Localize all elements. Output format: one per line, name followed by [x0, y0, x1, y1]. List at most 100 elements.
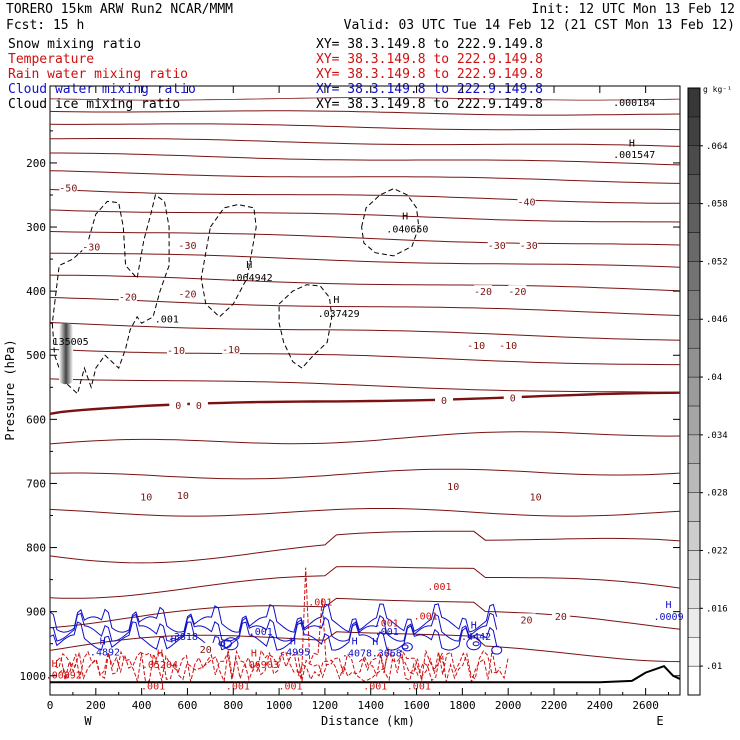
x-tick-label: 600 — [178, 699, 198, 712]
snow-contour — [278, 284, 333, 369]
temperature-contour-label: -30 — [488, 241, 506, 252]
temperature-isotherms — [49, 97, 681, 663]
high-marker: H — [333, 295, 339, 306]
isotherm-line — [49, 189, 680, 204]
y-tick-label: 1000 — [20, 670, 47, 683]
temperature-label-bg — [221, 342, 240, 354]
y-tick-label: 500 — [26, 349, 46, 362]
temperature-label-bg — [517, 613, 536, 625]
field-xy-cloud-water: XY= 38.3.149.8 to 222.9.149.8 — [316, 82, 543, 97]
temperature-contour-label: 20 — [520, 615, 532, 626]
temperature-label-bg — [487, 238, 506, 250]
colorbar-segment — [687, 492, 701, 522]
temperature-contour-label: -30 — [178, 241, 196, 252]
header-line2-left: Fcst: 15 h — [6, 18, 84, 33]
colorbar-segment — [687, 174, 701, 204]
temperature-label-bg — [196, 642, 215, 654]
high-marker: H — [402, 211, 408, 222]
temperature-contour-label: 10 — [530, 492, 542, 503]
high-marker: H — [666, 600, 672, 611]
cloud-water-contour — [49, 603, 498, 633]
isotherm-line — [50, 152, 681, 166]
maximum-value-label: .001547 — [613, 150, 655, 161]
temperature-contour-label: -20 — [119, 292, 137, 303]
field-name-cloud-water: Cloud water mixing ratio — [8, 82, 196, 97]
temperature-label-bg — [467, 338, 486, 350]
cloud-water-ring — [223, 637, 239, 651]
colorbar-segment — [687, 636, 701, 667]
x-tick-label: 1400 — [357, 699, 384, 712]
temperature-contour-label: -50 — [59, 183, 77, 194]
temperature-label-bg — [189, 399, 208, 411]
cloud-water-ring — [472, 641, 480, 647]
temperature-contour-label: -10 — [222, 345, 240, 356]
cloud-water-contour — [49, 621, 498, 651]
colorbar-frame — [687, 87, 701, 696]
maximum-value-label: .06903 — [243, 660, 279, 671]
colorbar-tick-label: .058 — [706, 200, 728, 210]
field-xy-snow: XY= 38.3.149.8 to 222.9.149.8 — [316, 37, 543, 52]
high-marker: H — [372, 637, 378, 648]
colorbar-tick-label: .01 — [706, 662, 722, 672]
snow-contour — [51, 194, 170, 395]
field-name-snow: Snow mixing ratio — [8, 37, 141, 52]
y-tick-label: 900 — [26, 606, 46, 619]
temperature-contour-label: 0 — [510, 394, 516, 405]
temperature-label-bg — [508, 285, 527, 297]
rain-contour — [402, 651, 445, 682]
temperature-contour-label: -30 — [82, 242, 100, 253]
maximum-value-label: .3818 — [168, 632, 198, 643]
x-tick-label: 1800 — [449, 699, 476, 712]
snow-contours — [51, 188, 420, 395]
cloud-ice-shading — [59, 323, 74, 385]
x-tick-label: 1600 — [403, 699, 430, 712]
temperature-contour-label: 10 — [140, 492, 152, 503]
header-line1-left: TORERO 15km ARW Run2 NCAR/MMM — [6, 2, 233, 17]
maximum-value-label: .001 — [363, 681, 387, 692]
isotherm-line — [49, 297, 681, 316]
y-tick-label: 200 — [26, 157, 46, 170]
y-tick-label: 700 — [26, 477, 46, 490]
maximum-value-label: .040650 — [386, 224, 428, 235]
east-label: E — [656, 714, 663, 728]
temperature-label-bg — [519, 238, 538, 250]
colorbar-segment — [687, 145, 701, 175]
temperature-label-bg — [167, 344, 185, 356]
high-marker: H — [52, 659, 58, 670]
header-line1-right: Init: 12 UTC Mon 13 Feb 12 — [532, 2, 736, 17]
cloud-water-contours — [49, 603, 503, 655]
west-label: W — [84, 714, 92, 728]
high-marker: H — [246, 260, 252, 271]
y-tick-label: 600 — [26, 413, 46, 426]
temperature-contour-label: 10 — [447, 482, 459, 493]
maximum-value-label: .001 — [155, 315, 179, 326]
high-marker: H — [251, 649, 257, 660]
high-marker: H — [100, 637, 106, 648]
isotherm-line — [49, 231, 681, 246]
colorbar-tick-label: .028 — [706, 489, 728, 499]
maximum-value-label: .3668 — [372, 649, 402, 660]
temperature-label-bg — [517, 195, 536, 207]
cloud-water-contour — [49, 612, 498, 642]
temperature-contour-label: -10 — [499, 341, 517, 352]
x-tick-label: 800 — [223, 699, 243, 712]
colorbar-segment — [687, 521, 701, 551]
temperature-contour-label: -20 — [474, 287, 492, 298]
maximum-value-label: .001 — [414, 612, 438, 623]
temperature-label-bg — [178, 287, 197, 299]
temperature-label-bg — [473, 285, 492, 297]
x-tick-label: 2600 — [632, 699, 659, 712]
colorbar-tick-label: .046 — [706, 315, 728, 325]
colorbar-segment — [687, 290, 701, 320]
maximum-value-label: .00892 — [46, 670, 82, 681]
temperature-label-bg — [118, 290, 137, 302]
rain-contour — [358, 647, 389, 674]
temperature-label-bg — [526, 490, 545, 502]
temperature-contour-label: 10 — [177, 491, 189, 502]
temperature-contour-label: -20 — [508, 287, 526, 298]
colorbar-segment — [687, 550, 701, 580]
temperature-contour-label: 0 — [196, 401, 202, 412]
temperature-contour-label: 0 — [441, 396, 447, 407]
maximum-value-label: .037429 — [318, 309, 360, 320]
